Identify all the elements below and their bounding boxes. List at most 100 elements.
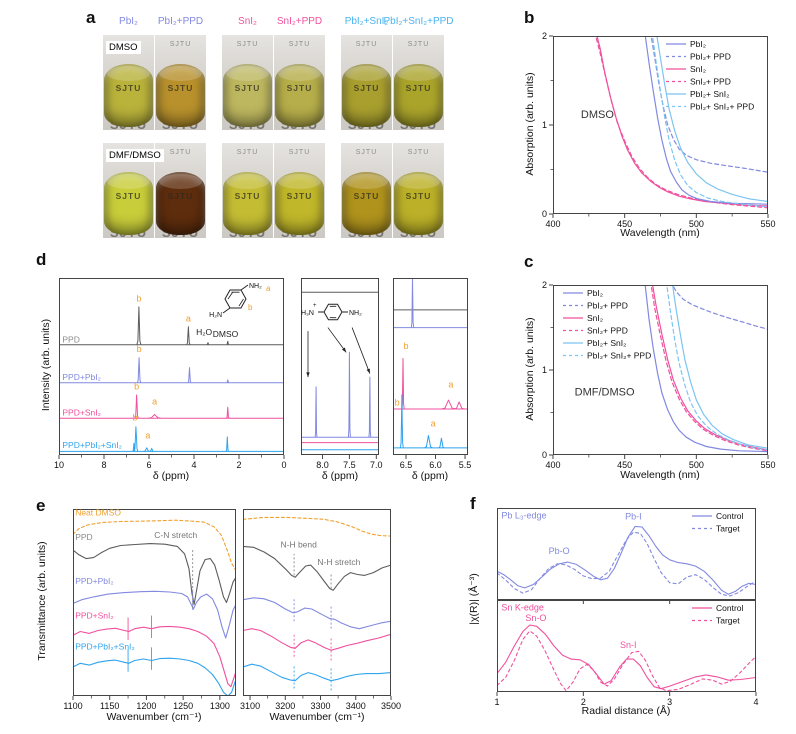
svg-text:b: b — [137, 344, 142, 354]
panel-a-letter: a — [86, 8, 96, 27]
ppd-structure-diagram: NH₂ a H₂N b — [209, 283, 271, 319]
svg-text:0: 0 — [542, 450, 547, 460]
sjtu-watermark: SJTU — [353, 190, 380, 201]
svg-text:PPD+PbI₂+SnI₂: PPD+PbI₂+SnI₂ — [62, 440, 122, 450]
sjtu-watermark: SJTU — [169, 40, 192, 48]
protonated-ppd-structure-diagram: H₃N + NH₂ — [301, 303, 362, 321]
nmr-amine-chart: 6.5 6.0 5.5 b a b a — [393, 278, 471, 470]
svg-text:8.0: 8.0 — [316, 460, 329, 470]
x-axis-label-delta3: δ (ppm) — [411, 470, 449, 482]
exafs-pb-chart: Pb L₃-edge Pb-O Pb-I Control Target — [497, 508, 756, 604]
svg-text:2: 2 — [236, 460, 241, 470]
svg-text:Sn-O: Sn-O — [525, 613, 546, 623]
sjtu-watermark: SJTU — [167, 190, 194, 201]
sjtu-watermark: SJTU — [407, 40, 430, 48]
svg-text:N-H bend: N-H bend — [280, 539, 317, 549]
x-axis-label-wavelength: Wavelength (nm) — [620, 227, 700, 239]
svg-text:3: 3 — [667, 697, 672, 707]
svg-text:a: a — [152, 396, 157, 406]
vial-photo-grid: DMSO DMF/DMSO PbI₂ PbI₂+PPD SnI₂ SnI₂+PPD Pb… — [103, 16, 454, 240]
svg-text:Sn-I: Sn-I — [620, 640, 637, 650]
svg-text:Pb L₃-edge: Pb L₃-edge — [501, 510, 546, 520]
vial-column-label: PbI₂+SnI₂ — [344, 16, 389, 27]
svg-text:2: 2 — [542, 31, 547, 41]
svg-text:4: 4 — [753, 697, 758, 707]
svg-text:400: 400 — [545, 219, 560, 229]
svg-text:6.0: 6.0 — [429, 460, 442, 470]
svg-text:1: 1 — [494, 697, 499, 707]
vial-column-label: PbI₂+PPD — [157, 16, 204, 27]
sjtu-watermark: SJTU — [115, 82, 142, 93]
proton-a-label: a — [266, 284, 271, 293]
svg-text:3500: 3500 — [381, 701, 401, 711]
vial-liquid — [275, 64, 324, 128]
nmr-full-chart: 10 8 6 4 2 0 PPD PPD+PbI₂ PPD+SnI₂ PPD+PbI₂+SnI₂ b… — [54, 278, 287, 470]
svg-text:Control: Control — [716, 511, 744, 521]
svg-text:PbI₂+ SnI₂+ PPD: PbI₂+ SnI₂+ PPD — [587, 351, 651, 361]
svg-text:4: 4 — [191, 460, 196, 470]
nmr-aromatic-chart: 8.0 7.5 7.0 — [301, 278, 383, 470]
sjtu-watermark: SJTU — [407, 148, 430, 156]
svg-text:a: a — [431, 419, 436, 429]
svg-text:SnI₂+ PPD: SnI₂+ PPD — [690, 77, 731, 87]
sjtu-watermark: SJTU — [288, 148, 311, 156]
svg-text:2: 2 — [542, 280, 547, 290]
svg-text:5.5: 5.5 — [459, 460, 472, 470]
svg-text:PbI₂: PbI₂ — [690, 39, 706, 49]
y-axis-label-transmittance: Transmittance (arb. units) — [36, 541, 48, 661]
vial-column-label: SnI₂ — [238, 16, 257, 27]
vial-liquid — [394, 64, 443, 128]
nh2-label-2: NH₂ — [349, 310, 362, 317]
svg-text:0: 0 — [542, 209, 547, 219]
svg-text:6: 6 — [146, 460, 151, 470]
svg-text:7.5: 7.5 — [343, 460, 356, 470]
sjtu-watermark: SJTU — [355, 148, 378, 156]
solvent-row-label-dmf-dmso: DMF/DMSO — [106, 149, 164, 162]
svg-text:PbI₂+ SnI₂: PbI₂+ SnI₂ — [587, 338, 626, 348]
svg-text:PPD+SnI₂: PPD+SnI₂ — [75, 610, 113, 620]
sjtu-watermark: SJTU — [236, 148, 259, 156]
svg-text:Neat DMSO: Neat DMSO — [75, 508, 121, 518]
svg-text:PPD: PPD — [75, 532, 92, 542]
panel-b-letter: b — [524, 8, 535, 27]
svg-text:PbI₂: PbI₂ — [587, 288, 603, 298]
svg-text:a: a — [145, 431, 150, 441]
svg-text:10: 10 — [54, 460, 64, 470]
svg-text:b: b — [134, 381, 139, 391]
svg-text:a: a — [448, 380, 453, 390]
svg-text:H₂O: H₂O — [196, 327, 212, 337]
vial-liquid — [156, 172, 205, 236]
vial-liquid — [104, 172, 153, 236]
svg-text:450: 450 — [617, 219, 632, 229]
svg-text:Target: Target — [716, 524, 740, 534]
vial-column-label: SnI₂+PPD — [276, 16, 323, 27]
svg-text:550: 550 — [760, 219, 775, 229]
vial-liquid — [223, 172, 272, 236]
panel-e-letter: e — [36, 496, 46, 515]
svg-text:8: 8 — [101, 460, 106, 470]
svg-text:b: b — [133, 413, 138, 423]
svg-text:1150: 1150 — [100, 701, 119, 711]
svg-text:1: 1 — [542, 120, 547, 130]
svg-text:PPD+PbI₂: PPD+PbI₂ — [62, 372, 101, 382]
x-axis-label-wavenumber2: Wavenumber (cm⁻¹) — [269, 711, 365, 723]
svg-text:1200: 1200 — [136, 701, 156, 711]
svg-text:Pb-I: Pb-I — [625, 512, 642, 522]
svg-text:7.0: 7.0 — [370, 460, 383, 470]
sjtu-watermark: SJTU — [115, 190, 142, 201]
sjtu-watermark: SJTU — [405, 190, 432, 201]
svg-text:3400: 3400 — [346, 701, 366, 711]
sjtu-watermark: SJTU — [355, 40, 378, 48]
sjtu-watermark: SJTU — [236, 40, 259, 48]
x-axis-label-wavenumber1: Wavenumber (cm⁻¹) — [106, 711, 202, 723]
svg-text:PPD+PbI₂: PPD+PbI₂ — [75, 576, 113, 586]
vial-liquid — [223, 64, 272, 128]
